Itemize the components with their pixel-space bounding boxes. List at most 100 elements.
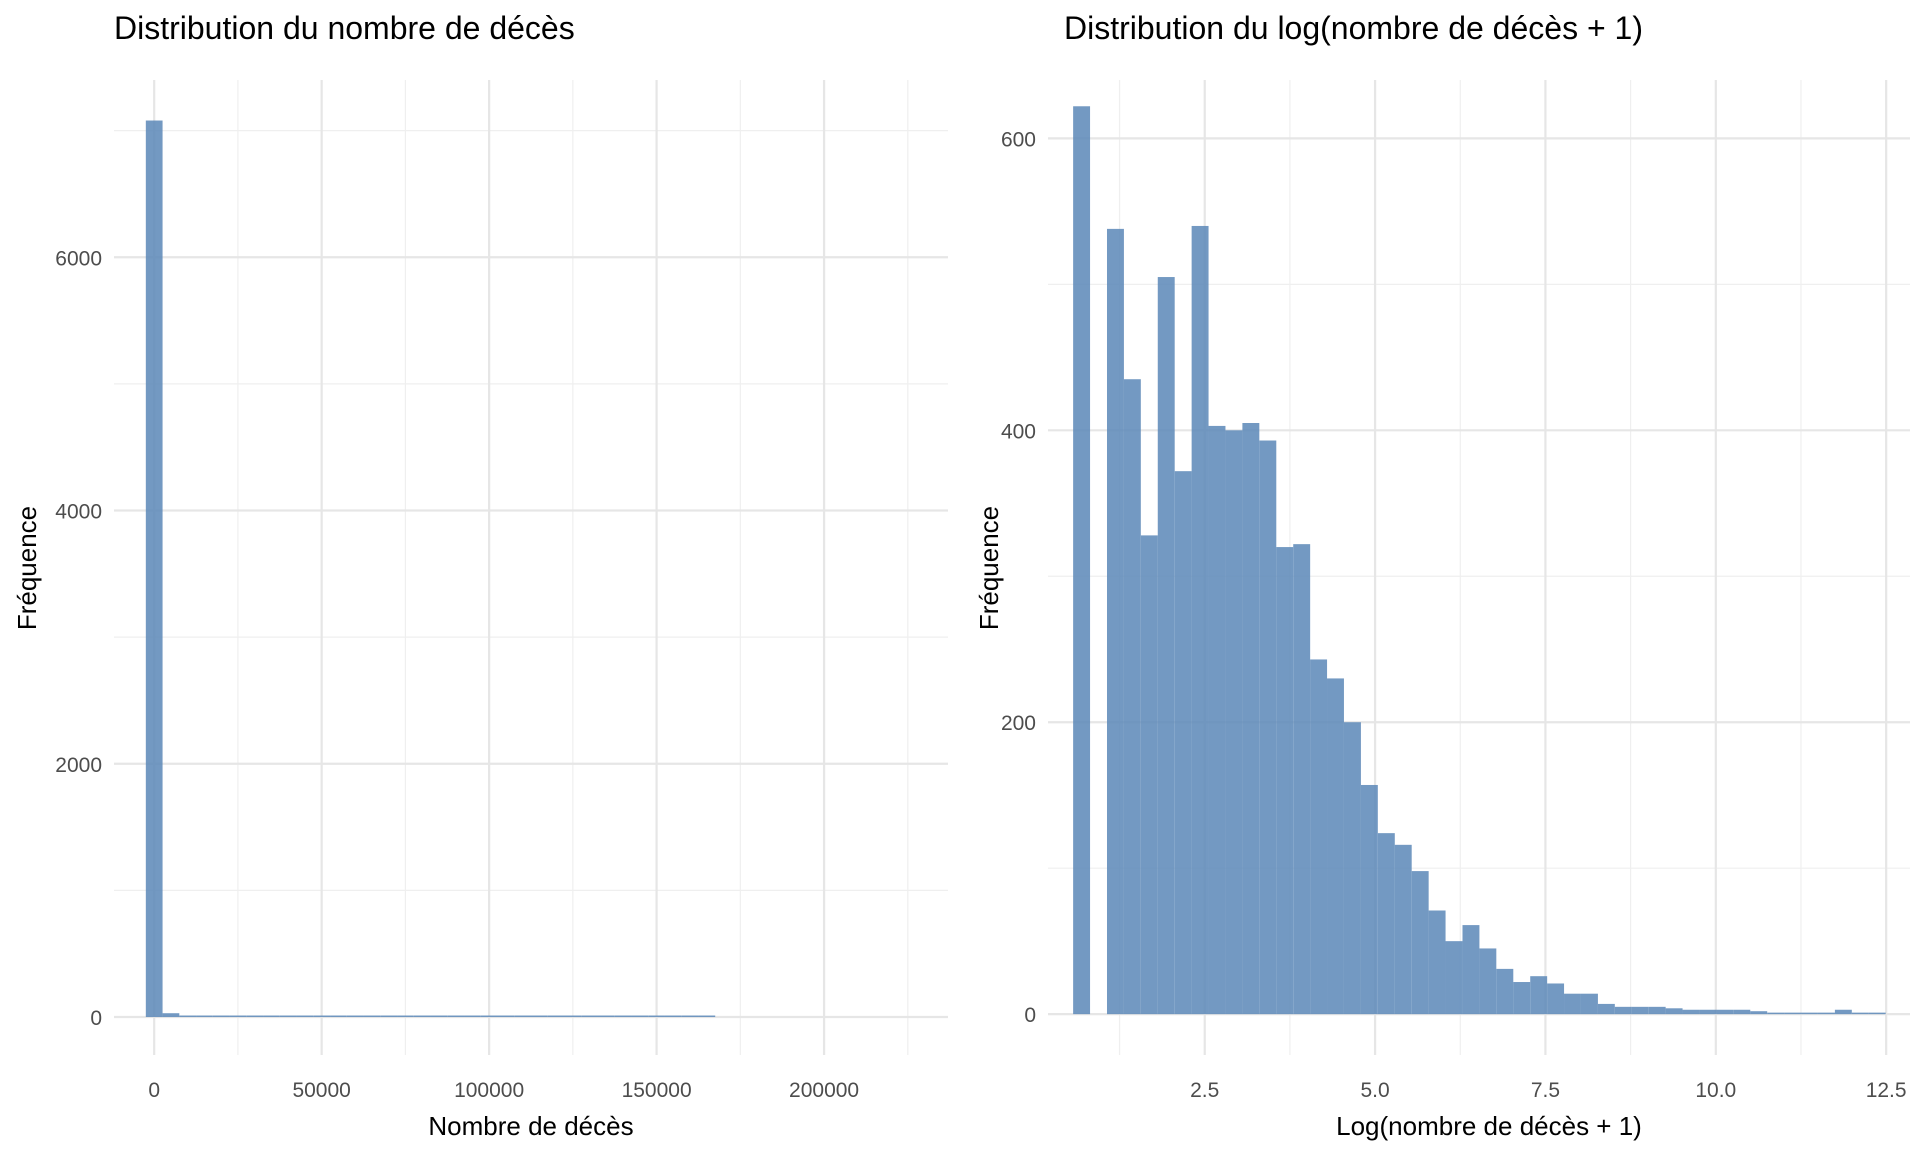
histogram-bar (1817, 1012, 1835, 1015)
x-tick-label: 12.5 (1866, 1079, 1907, 1102)
histogram-bar (1310, 659, 1328, 1015)
histogram-bar (1191, 225, 1209, 1015)
histogram-bar (681, 1015, 699, 1018)
histogram-bar (648, 1015, 665, 1018)
histogram-bar (547, 1015, 565, 1018)
histogram-bar (1293, 544, 1311, 1015)
histogram-bar (145, 120, 163, 1018)
histogram-bar (1225, 430, 1243, 1015)
histogram-bar (246, 1015, 264, 1018)
histogram-bar (212, 1015, 230, 1018)
panel-log-deaths-histogram: Distribution du log(nombre de décès + 1)… (974, 10, 1910, 1141)
histogram-bar (1462, 925, 1480, 1015)
histogram-bar (597, 1015, 615, 1018)
histogram-bar (480, 1015, 498, 1018)
histogram-bar (263, 1015, 280, 1018)
histogram-bar (1343, 722, 1361, 1015)
x-tick-label: 50000 (292, 1079, 350, 1102)
histogram-bar (346, 1015, 364, 1018)
x-tick-label: 100000 (454, 1079, 524, 1102)
histogram-bar (1547, 983, 1565, 1015)
histogram-bar (1411, 871, 1429, 1015)
y-axis-title: Fréquence (974, 506, 1004, 630)
histogram-bar (1750, 1011, 1768, 1015)
histogram-bar (514, 1015, 531, 1018)
histogram-bar (363, 1015, 381, 1018)
histogram-bar (1868, 1012, 1886, 1015)
y-axis-title: Fréquence (12, 506, 42, 630)
histogram-bar (1174, 471, 1192, 1015)
histogram-bar (430, 1015, 448, 1018)
y-tick-label: 400 (1001, 420, 1036, 443)
histogram-bar (380, 1015, 398, 1018)
histogram-bar (1106, 228, 1124, 1015)
histogram-bar (1614, 1006, 1632, 1015)
x-tick-label: 5.0 (1360, 1079, 1389, 1102)
histogram-bar (1665, 1008, 1683, 1015)
x-tick-label: 7.5 (1531, 1079, 1560, 1102)
histogram-bar (1648, 1006, 1666, 1015)
histogram-bar (631, 1015, 649, 1018)
x-tick-label: 200000 (789, 1079, 859, 1102)
y-tick-label: 4000 (55, 501, 102, 524)
chart-title: Distribution du nombre de décès (114, 10, 575, 46)
histogram-bar (581, 1015, 598, 1018)
histogram-bar (531, 1015, 548, 1018)
histogram-bar (564, 1015, 582, 1018)
histogram-bar (1394, 844, 1412, 1015)
histogram-bar (1259, 440, 1277, 1015)
histogram-bar (1513, 982, 1531, 1015)
histogram-bar (614, 1015, 632, 1018)
histogram-bar (1834, 1009, 1852, 1015)
x-tick-label: 150000 (622, 1079, 692, 1102)
histogram-bar (1360, 784, 1378, 1015)
histogram-bar (179, 1015, 197, 1018)
histogram-bar (1479, 948, 1497, 1015)
histogram-bar (1530, 976, 1548, 1015)
y-tick-label: 2000 (55, 754, 102, 777)
histogram-bar (1208, 425, 1226, 1015)
histogram-bar (447, 1015, 465, 1018)
y-tick-label: 0 (90, 1007, 102, 1030)
histogram-bar (1767, 1012, 1785, 1015)
histogram-bar (1597, 1003, 1615, 1015)
histogram-bar (1276, 547, 1294, 1015)
histogram-bar (1428, 910, 1446, 1015)
panel-deaths-histogram: Distribution du nombre de décès Nombre d… (12, 10, 948, 1141)
x-axis-title: Log(nombre de décès + 1) (1336, 1111, 1642, 1141)
histogram-bar (279, 1015, 297, 1018)
histogram-bar (229, 1015, 247, 1018)
histogram-bar (1784, 1012, 1802, 1015)
chart-title: Distribution du log(nombre de décès + 1) (1064, 10, 1643, 46)
histogram-bar (1733, 1009, 1751, 1015)
histogram-bar (497, 1015, 515, 1018)
histogram-bar (1631, 1006, 1649, 1015)
histogram-bar (1682, 1009, 1700, 1015)
histogram-bar (313, 1015, 331, 1018)
x-tick-label: 2.5 (1190, 1079, 1219, 1102)
histogram-bar (330, 1015, 347, 1018)
y-tick-label: 200 (1001, 712, 1036, 735)
histogram-bars (145, 120, 716, 1018)
histogram-bar (1157, 277, 1175, 1015)
y-tick-label: 0 (1024, 1004, 1036, 1027)
x-axis-title: Nombre de décès (428, 1111, 633, 1141)
histogram-bar (196, 1015, 213, 1018)
histogram-bar (1564, 993, 1581, 1015)
histogram-bar (296, 1015, 314, 1018)
histogram-bar (1073, 106, 1091, 1015)
y-tick-label: 6000 (55, 247, 102, 270)
histogram-bar (1716, 1009, 1734, 1015)
histogram-bar (1496, 968, 1514, 1015)
grid (114, 80, 948, 1055)
x-tick-label: 0 (148, 1079, 160, 1102)
histogram-bar (413, 1015, 431, 1018)
histogram-bar (1801, 1012, 1818, 1015)
histogram-bar (1123, 379, 1141, 1015)
histogram-bar (464, 1015, 481, 1018)
histogram-bar (1445, 941, 1463, 1015)
histogram-bar (162, 1013, 180, 1018)
histogram-bars (1073, 106, 1886, 1015)
histogram-bar (1140, 535, 1158, 1015)
